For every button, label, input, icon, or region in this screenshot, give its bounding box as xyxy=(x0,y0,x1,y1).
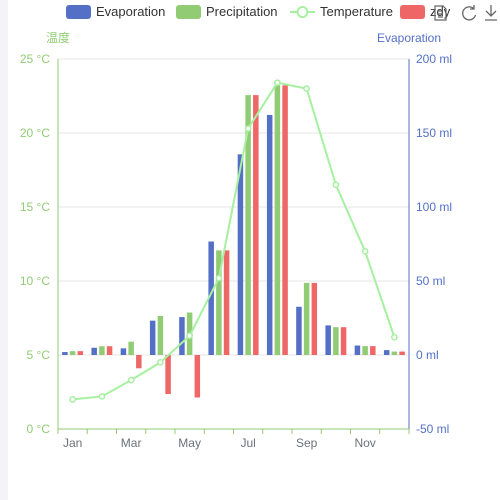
temperature-point[interactable] xyxy=(274,79,281,87)
bar-series xyxy=(62,85,405,398)
precipitation-bar[interactable] xyxy=(69,351,76,355)
evaporation-bar[interactable] xyxy=(354,345,361,355)
precipitation-bar[interactable] xyxy=(274,85,281,356)
precipitation-bar[interactable] xyxy=(157,315,164,355)
evaporation-bar[interactable] xyxy=(179,317,185,355)
right-axis-tick-label: -50 ml xyxy=(416,422,449,436)
left-axis-tick-label: 0 °C xyxy=(27,422,51,436)
data-view-icon[interactable] xyxy=(434,5,447,21)
evaporation-bar[interactable] xyxy=(120,348,127,355)
right-axis-tick-label: 50 ml xyxy=(416,274,445,288)
right-axis-title: Evaporation xyxy=(377,31,441,45)
grid-lines xyxy=(58,58,409,430)
legend-swatch xyxy=(176,5,201,19)
evaporation-bar[interactable] xyxy=(383,350,390,355)
precipitation-bar[interactable] xyxy=(245,95,251,355)
legend-item-temperature[interactable]: Temperature xyxy=(290,4,393,19)
precipitation-bar[interactable] xyxy=(391,351,398,355)
download-icon-shape xyxy=(485,5,497,21)
temperature-point[interactable] xyxy=(157,359,164,366)
evaporation-bar[interactable] xyxy=(208,241,214,355)
precipitation-bar[interactable] xyxy=(333,327,339,355)
evaporation-bar[interactable] xyxy=(62,352,68,355)
temperature-point[interactable] xyxy=(215,274,223,282)
temperature-point[interactable] xyxy=(303,85,310,92)
temperature-point[interactable] xyxy=(127,376,135,384)
evaporation-bar[interactable] xyxy=(266,114,273,355)
right-axis-tick-label: 0 ml xyxy=(416,348,439,362)
temperature-point[interactable] xyxy=(332,181,340,189)
legend-label: Precipitation xyxy=(206,4,278,19)
toolbox[interactable] xyxy=(434,5,497,21)
zdy-bar[interactable] xyxy=(106,346,113,355)
legend-item-precipitation[interactable]: Precipitation xyxy=(176,4,278,19)
legend-item-evaporation[interactable]: Evaporation xyxy=(66,4,165,19)
evaporation-bar[interactable] xyxy=(237,154,244,355)
left-axis-tick-label: 25 °C xyxy=(20,52,50,66)
legend-swatch xyxy=(400,5,425,19)
zdy-bar[interactable] xyxy=(340,327,347,355)
precipitation-bar[interactable] xyxy=(216,250,222,355)
evaporation-bar[interactable] xyxy=(91,347,97,355)
zdy-bar[interactable] xyxy=(311,282,318,355)
legend-swatch-marker xyxy=(296,6,309,18)
zdy-bar[interactable] xyxy=(194,355,201,398)
zdy-bar[interactable] xyxy=(370,346,376,355)
legend-label: Evaporation xyxy=(96,4,165,19)
temperature-point[interactable] xyxy=(391,333,398,341)
right-axis-tick-label: 150 ml xyxy=(416,126,452,140)
temperature-point[interactable] xyxy=(186,332,193,340)
x-axis-tick-label: Jul xyxy=(240,436,255,450)
zdy-bar[interactable] xyxy=(399,351,405,355)
temperature-point[interactable] xyxy=(244,125,252,132)
zdy-bar[interactable] xyxy=(165,355,171,395)
zdy-bar[interactable] xyxy=(77,351,84,355)
temperature-point[interactable] xyxy=(98,393,106,400)
data-view-icon-shape xyxy=(434,5,447,21)
refresh-icon-shape xyxy=(462,5,477,21)
temperature-line-series xyxy=(69,79,398,403)
legend[interactable]: Evaporation Precipitation Temperature zdy xyxy=(66,4,451,19)
right-axis-tick-label: 100 ml xyxy=(416,200,452,214)
zdy-bar[interactable] xyxy=(253,95,259,355)
zdy-bar[interactable] xyxy=(223,250,230,355)
temperature-point[interactable] xyxy=(361,248,369,255)
temperature-point[interactable] xyxy=(69,396,76,403)
left-axis-tick-label: 5 °C xyxy=(27,348,51,362)
precipitation-bar[interactable] xyxy=(128,341,134,355)
left-axis-title: 温度 xyxy=(46,30,70,45)
zdy-bar[interactable] xyxy=(136,355,142,369)
precipitation-bar[interactable] xyxy=(362,346,368,355)
left-axis-tick-label: 10 °C xyxy=(20,274,50,288)
evaporation-bar[interactable] xyxy=(325,325,331,355)
zdy-bar[interactable] xyxy=(282,85,288,356)
x-axis-tick-label: Sep xyxy=(296,436,318,450)
x-axis-tick-label: May xyxy=(178,436,201,450)
precipitation-bar[interactable] xyxy=(303,282,310,355)
left-axis-tick-label: 15 °C xyxy=(20,200,50,214)
axes: 0 °C 5 °C 10 °C 15 °C 20 °C 25 °C -50 ml 0 ml 50… xyxy=(20,30,452,450)
download-icon[interactable] xyxy=(485,5,497,21)
refresh-icon[interactable] xyxy=(462,5,477,21)
x-axis-tick-label: Mar xyxy=(121,436,142,450)
temperature-line xyxy=(72,81,396,401)
left-axis-tick-label: 20 °C xyxy=(20,126,50,140)
x-axis-tick-label: Jan xyxy=(63,436,82,450)
legend-swatch xyxy=(66,5,91,19)
legend-label: Temperature xyxy=(320,4,393,19)
x-axis-tick-label: Nov xyxy=(354,436,375,450)
precipitation-bar[interactable] xyxy=(99,346,105,355)
right-axis-tick-label: 200 ml xyxy=(416,52,452,66)
evaporation-bar[interactable] xyxy=(296,306,302,355)
evaporation-bar[interactable] xyxy=(149,320,156,355)
